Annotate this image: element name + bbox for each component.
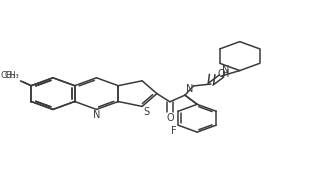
Text: H: H xyxy=(222,69,229,79)
Text: N: N xyxy=(222,65,230,75)
Text: N: N xyxy=(186,84,193,94)
Text: CH₃: CH₃ xyxy=(4,71,19,80)
Text: S: S xyxy=(144,107,150,117)
Text: F: F xyxy=(171,126,176,135)
Text: N: N xyxy=(93,110,100,120)
Text: O: O xyxy=(218,69,225,79)
Text: O: O xyxy=(166,113,174,123)
Text: CH₃: CH₃ xyxy=(1,71,17,80)
